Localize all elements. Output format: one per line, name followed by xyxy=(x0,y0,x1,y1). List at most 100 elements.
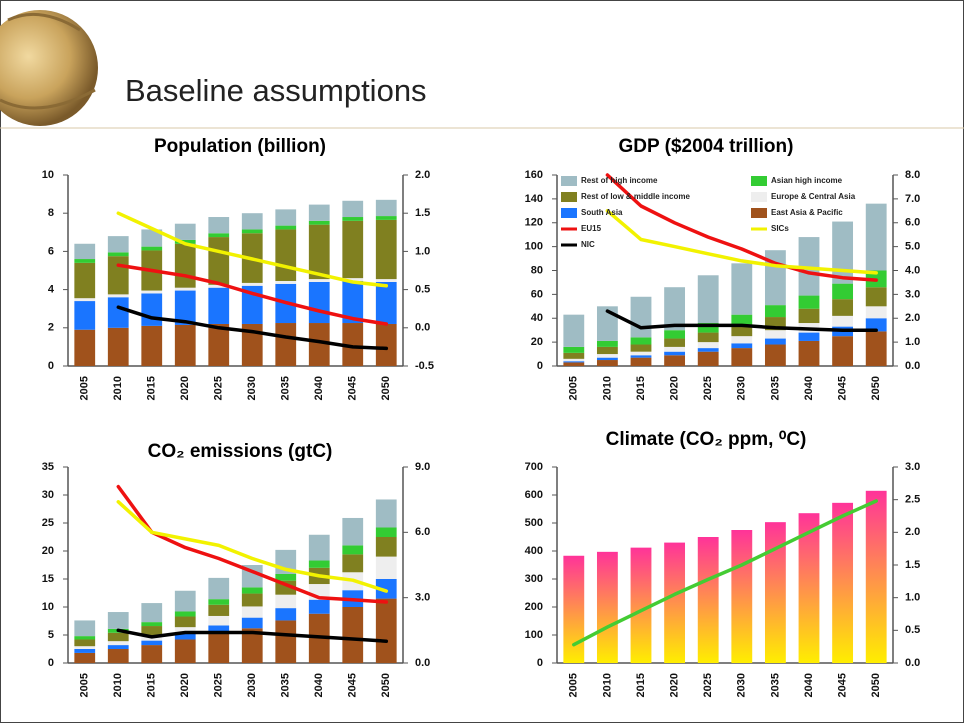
legend-label: NIC xyxy=(581,240,595,249)
x-tick-label: 2025 xyxy=(702,376,714,400)
x-tick-label: 2010 xyxy=(112,673,124,697)
bar xyxy=(799,333,820,341)
x-tick-label: 2030 xyxy=(246,673,258,697)
y2-tick-label: 0.0 xyxy=(905,360,920,372)
bar xyxy=(376,220,397,279)
y2-tick-label: 0.5 xyxy=(905,624,920,636)
legend-swatch xyxy=(561,176,577,186)
legend-label: SICs xyxy=(771,224,789,233)
y-tick-label: 35 xyxy=(42,461,54,473)
y-tick-label: 4 xyxy=(48,284,55,296)
bar xyxy=(175,611,196,616)
slide: Baseline assumptions Population (billion… xyxy=(0,0,964,723)
bar xyxy=(765,305,786,317)
bar xyxy=(108,294,129,297)
bar xyxy=(832,222,853,284)
bar xyxy=(664,339,685,347)
bar xyxy=(309,600,330,614)
bar xyxy=(866,287,887,306)
bar xyxy=(141,293,162,325)
bar xyxy=(309,561,330,568)
legend-label: Europe & Central Asia xyxy=(771,192,856,201)
bar xyxy=(242,606,263,617)
y-tick-label: 100 xyxy=(525,241,543,253)
x-tick-label: 2025 xyxy=(213,376,225,400)
y2-tick-label: 7.0 xyxy=(905,193,920,205)
bar xyxy=(698,352,719,366)
bar xyxy=(799,341,820,366)
y2-tick-label: 2.0 xyxy=(905,526,920,538)
y-tick-label: 20 xyxy=(531,336,543,348)
y2-tick-label: 1.0 xyxy=(905,592,920,604)
bar xyxy=(175,224,196,240)
bar xyxy=(731,343,752,348)
bar xyxy=(74,330,95,366)
x-tick-label: 2015 xyxy=(146,673,158,697)
bar xyxy=(208,578,229,599)
bar xyxy=(832,503,853,663)
y2-tick-label: 1.5 xyxy=(905,559,920,571)
y2-tick-label: 2.0 xyxy=(905,312,920,324)
y2-tick-label: 2.5 xyxy=(905,494,920,506)
bar xyxy=(597,354,618,358)
bar xyxy=(342,201,363,217)
bar xyxy=(563,362,584,366)
bar xyxy=(208,237,229,285)
bar xyxy=(799,309,820,323)
y-tick-label: 10 xyxy=(42,169,54,181)
chart-title: GDP ($2004 trillion) xyxy=(619,136,794,157)
bar xyxy=(74,636,95,639)
bar xyxy=(108,328,129,366)
y-tick-label: 160 xyxy=(525,169,543,181)
bar xyxy=(108,236,129,252)
bar xyxy=(376,216,397,220)
y2-tick-label: 1.0 xyxy=(905,336,920,348)
bar xyxy=(597,358,618,360)
y2-tick-label: 6.0 xyxy=(905,217,920,229)
y2-tick-label: 0.0 xyxy=(415,322,430,334)
y-tick-label: 600 xyxy=(525,489,543,501)
x-tick-label: 2005 xyxy=(79,673,91,697)
bar xyxy=(309,282,330,323)
y-tick-label: 25 xyxy=(42,517,54,529)
bar xyxy=(242,229,263,233)
bar xyxy=(832,336,853,366)
x-tick-label: 2030 xyxy=(736,673,748,697)
bar xyxy=(208,616,229,626)
x-tick-label: 2030 xyxy=(736,376,748,400)
x-tick-label: 2040 xyxy=(803,376,815,400)
y-tick-label: 2 xyxy=(48,322,54,334)
x-tick-label: 2045 xyxy=(347,673,359,697)
bar xyxy=(376,537,397,557)
bar xyxy=(74,639,95,646)
x-tick-label: 2040 xyxy=(313,376,325,400)
bar xyxy=(866,306,887,318)
bar xyxy=(108,649,129,663)
bar xyxy=(631,352,652,356)
bar xyxy=(866,204,887,271)
bar xyxy=(597,552,618,663)
y-tick-label: 15 xyxy=(42,573,54,585)
y-tick-label: 0 xyxy=(48,360,54,372)
x-tick-label: 2030 xyxy=(246,376,258,400)
x-tick-label: 2035 xyxy=(280,376,292,400)
bar xyxy=(175,639,196,663)
bar xyxy=(563,556,584,663)
y2-tick-label: 1.5 xyxy=(415,207,430,219)
bar xyxy=(376,200,397,216)
bar xyxy=(141,622,162,626)
y-tick-label: 100 xyxy=(525,629,543,641)
legend-label: South Asia xyxy=(581,208,623,217)
x-tick-label: 2015 xyxy=(635,673,647,697)
y-tick-label: 6 xyxy=(48,245,54,257)
bar xyxy=(631,358,652,366)
bar xyxy=(731,348,752,366)
bar xyxy=(275,608,296,620)
bar xyxy=(664,352,685,356)
bar xyxy=(376,282,397,324)
y2-tick-label: 3.0 xyxy=(905,461,920,473)
y2-tick-label: 3.0 xyxy=(905,288,920,300)
y2-tick-label: 0.5 xyxy=(415,284,430,296)
bar xyxy=(242,213,263,229)
bar xyxy=(141,603,162,622)
